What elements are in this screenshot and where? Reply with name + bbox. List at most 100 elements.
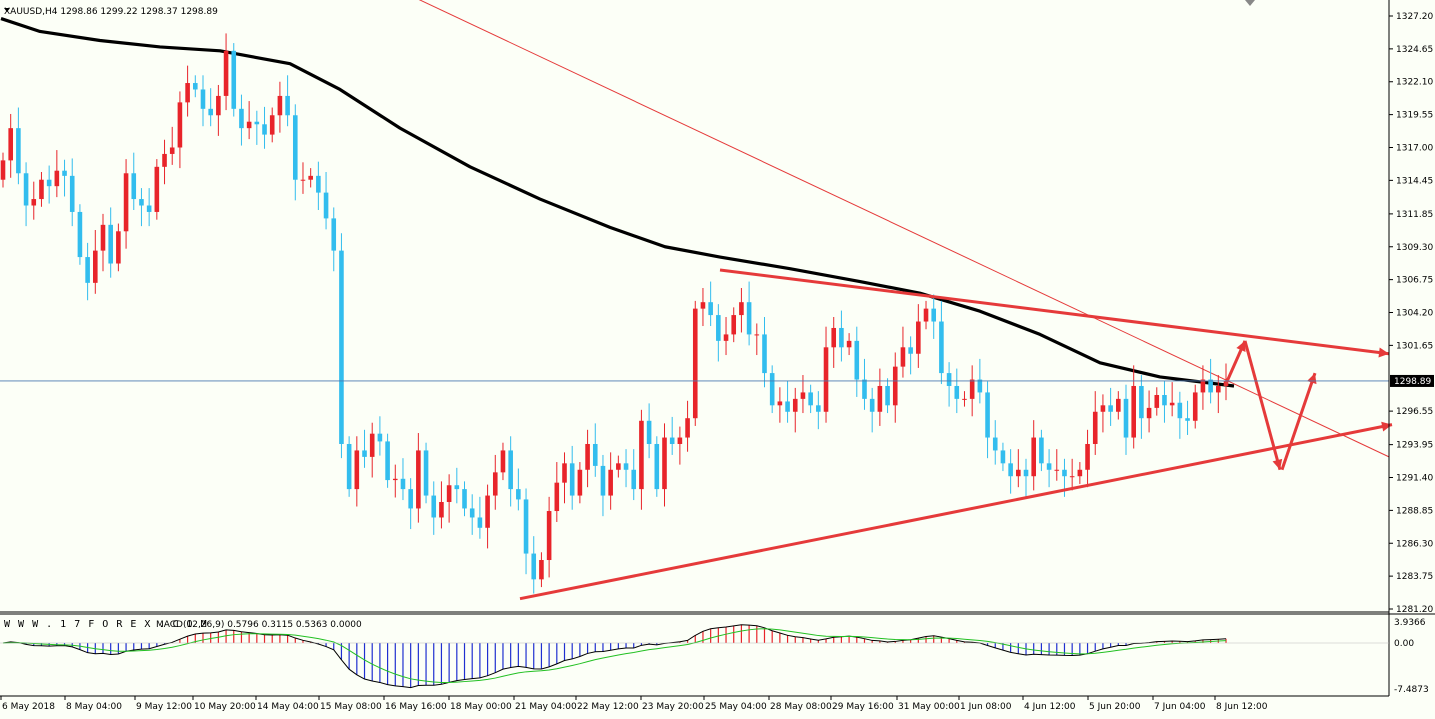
candle-body xyxy=(723,334,729,341)
candle xyxy=(1085,429,1090,488)
candle-body xyxy=(808,392,813,406)
candle xyxy=(508,436,513,507)
candle xyxy=(439,481,444,529)
macd-axis-bottom: -7.4873 xyxy=(1394,685,1429,695)
candle xyxy=(308,168,313,188)
candle xyxy=(854,326,860,397)
candle-body xyxy=(531,553,537,580)
candle-body xyxy=(162,153,167,167)
candle xyxy=(162,139,167,185)
candle-body xyxy=(169,147,175,154)
candle-body xyxy=(1162,395,1167,406)
candle xyxy=(269,107,275,143)
current-price-tag: 1298.89 xyxy=(1390,374,1434,387)
candle xyxy=(200,75,206,127)
candle-body xyxy=(354,450,360,490)
candle-body xyxy=(46,179,52,187)
candle xyxy=(985,381,990,459)
candle xyxy=(77,204,83,265)
macd-axis-top: 3.9366 xyxy=(1394,618,1426,628)
time-tick-label: 5 Jun 20:00 xyxy=(1089,702,1141,712)
candle xyxy=(585,429,590,488)
candle-body xyxy=(416,450,421,509)
candle xyxy=(762,317,767,388)
candle xyxy=(892,352,898,423)
scroll-indicator-icon[interactable] xyxy=(1245,0,1255,6)
candle xyxy=(654,436,660,497)
candle-body xyxy=(485,495,490,528)
candle xyxy=(146,188,152,227)
candle-body xyxy=(677,437,683,444)
candle-body xyxy=(669,437,675,444)
candle xyxy=(885,378,890,414)
watermark: W W W . 1 7 F O R E X . C O M xyxy=(4,619,208,630)
candle xyxy=(331,207,337,272)
collapse-arrow-icon[interactable] xyxy=(4,8,10,12)
candle-body xyxy=(908,347,913,354)
candle-body xyxy=(254,121,260,125)
candle-body xyxy=(385,441,390,481)
candle-body xyxy=(946,373,952,386)
candle xyxy=(300,162,306,194)
candle xyxy=(246,101,252,140)
candle-body xyxy=(1100,405,1106,412)
candle xyxy=(139,188,144,227)
candle-body xyxy=(208,108,213,116)
candle-body xyxy=(146,205,152,212)
candle-body xyxy=(692,308,698,419)
candle-body xyxy=(992,437,998,451)
candle xyxy=(662,423,667,507)
moving-average-line xyxy=(0,17,1235,388)
candle xyxy=(1123,384,1129,455)
candle-body xyxy=(954,385,960,399)
candle xyxy=(16,107,21,185)
candle-body xyxy=(1092,411,1098,444)
time-tick-label: 22 May 12:00 xyxy=(577,702,639,712)
candle xyxy=(192,75,198,98)
trend-line xyxy=(719,268,1390,356)
candle xyxy=(1162,380,1167,423)
candle-body xyxy=(646,420,652,444)
candles-layer xyxy=(0,33,1229,594)
candle-body xyxy=(662,437,667,490)
candle xyxy=(1046,449,1052,488)
candle xyxy=(385,433,390,488)
candle xyxy=(185,65,190,117)
candle xyxy=(277,81,283,133)
time-tick-label: 8 May 04:00 xyxy=(66,702,122,712)
candle xyxy=(1216,375,1221,414)
price-tick-label: 1301.65 xyxy=(1396,341,1433,351)
candle xyxy=(1146,390,1152,433)
candle-body xyxy=(339,250,344,444)
candle-body xyxy=(431,495,437,518)
candle xyxy=(939,300,944,385)
candle-body xyxy=(154,166,160,212)
candle xyxy=(969,365,975,417)
candle xyxy=(916,304,921,368)
candle xyxy=(639,409,644,510)
candle xyxy=(69,158,75,227)
candle xyxy=(1108,387,1113,426)
candle-body xyxy=(1116,398,1121,412)
candle xyxy=(539,552,544,588)
time-tick-label: 8 Jun 12:00 xyxy=(1216,702,1268,712)
candle xyxy=(1092,391,1098,455)
candle-body xyxy=(316,175,321,193)
candle-body xyxy=(592,443,598,466)
candle xyxy=(1177,391,1183,439)
candle xyxy=(1039,429,1044,472)
candle xyxy=(208,88,213,127)
candle xyxy=(216,84,221,136)
candle-body xyxy=(1139,385,1144,419)
candle xyxy=(462,481,467,517)
price-tick-label: 1281.20 xyxy=(1396,605,1433,615)
candle-body xyxy=(977,379,983,393)
candle-body xyxy=(739,302,744,316)
candle xyxy=(392,464,398,498)
candle xyxy=(177,91,183,169)
candle xyxy=(692,300,698,426)
candle-body xyxy=(1216,385,1221,393)
candle-body xyxy=(62,170,67,176)
candle-body xyxy=(516,489,521,500)
